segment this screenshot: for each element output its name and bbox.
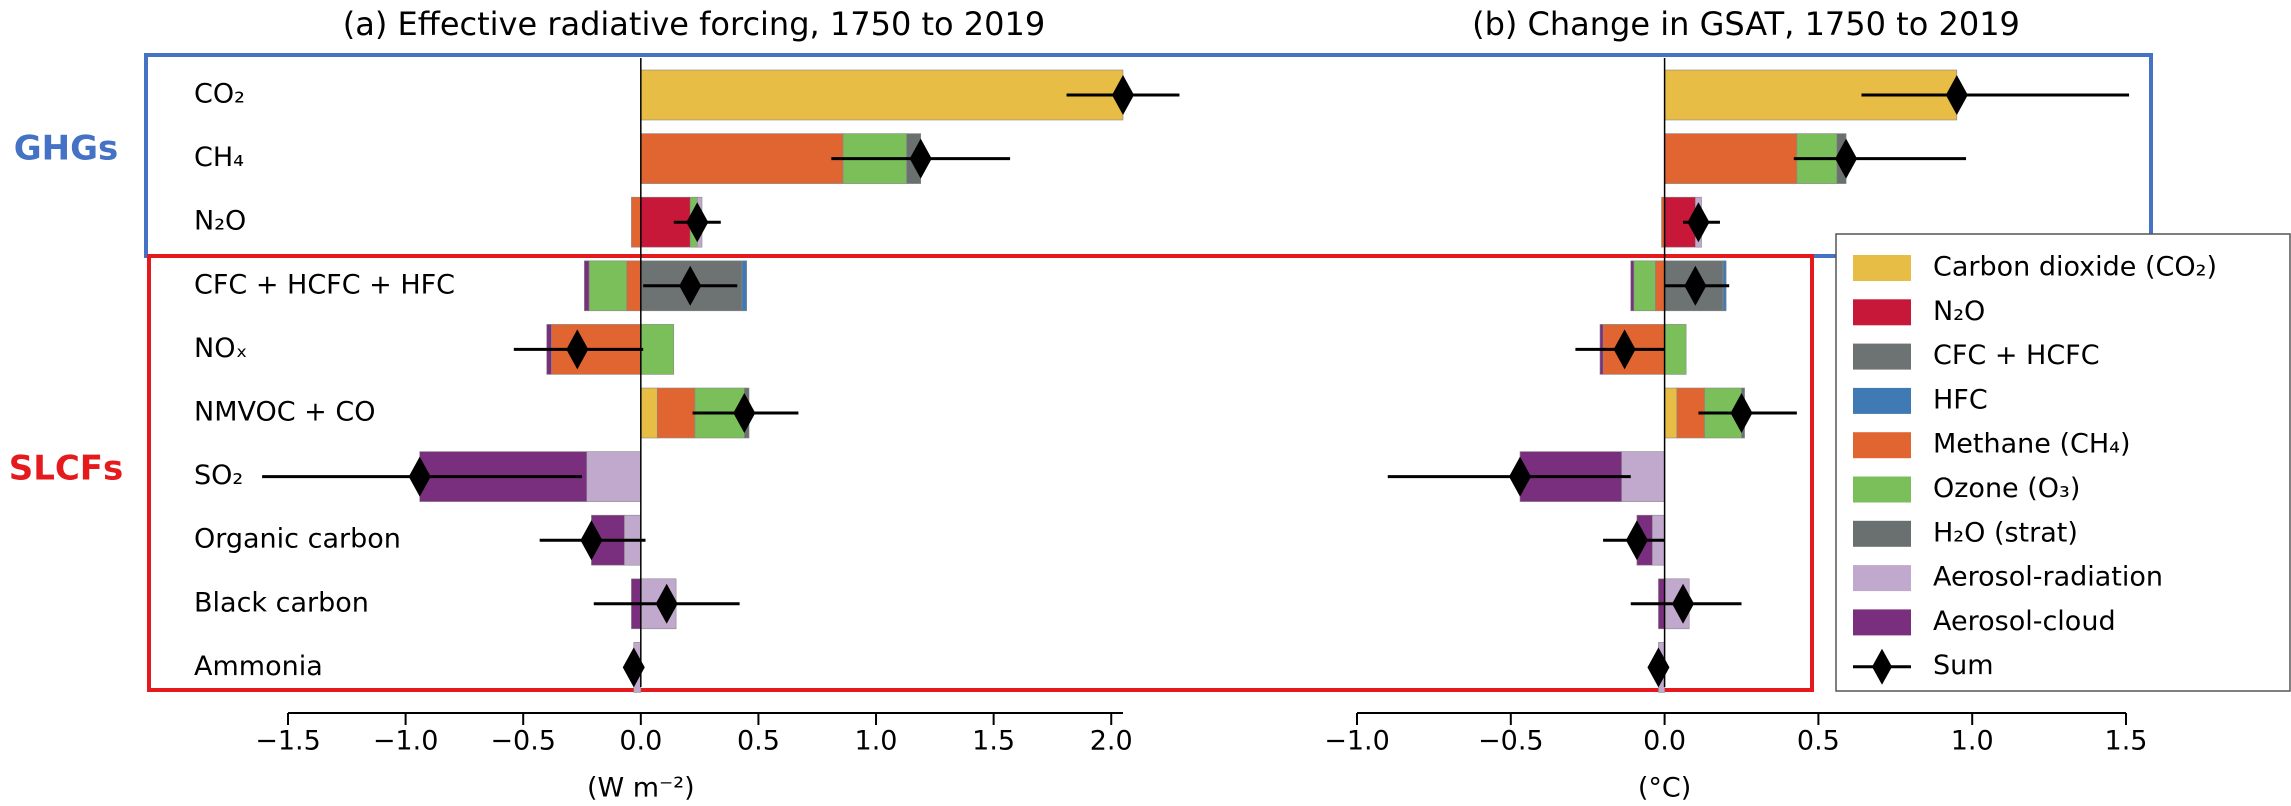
sum-marker bbox=[679, 265, 702, 306]
x-tick-label: 1.0 bbox=[1951, 726, 1994, 757]
legend-label: Ozone (O₃) bbox=[1933, 473, 2080, 504]
sum-marker bbox=[1730, 393, 1753, 433]
sum-marker bbox=[580, 520, 603, 561]
sum-marker bbox=[622, 647, 645, 688]
bar-segment bbox=[741, 260, 747, 312]
sum-marker bbox=[566, 329, 589, 370]
x-tick-label: −0.5 bbox=[1478, 726, 1544, 757]
sum-marker bbox=[686, 202, 709, 243]
x-tick-label: −1.0 bbox=[373, 726, 439, 757]
legend-sum-marker bbox=[1872, 648, 1892, 685]
sum-marker bbox=[1672, 583, 1695, 624]
bar-segment bbox=[640, 69, 1124, 121]
x-tick-label: −0.5 bbox=[490, 726, 556, 757]
bar-segment bbox=[656, 387, 696, 439]
category-label: N₂O bbox=[194, 206, 246, 237]
sum-marker bbox=[1509, 456, 1532, 497]
x-tick-label: 1.0 bbox=[855, 726, 898, 757]
chart-title: (b) Change in GSAT, 1750 to 2019 bbox=[1472, 5, 2020, 43]
legend-label: N₂O bbox=[1933, 296, 1985, 327]
chart-title: (a) Effective radiative forcing, 1750 to… bbox=[343, 5, 1045, 43]
bar-segment bbox=[586, 451, 642, 502]
legend-swatch bbox=[1853, 565, 1911, 592]
group-label: SLCFs bbox=[9, 449, 124, 489]
bar-segment bbox=[640, 324, 675, 375]
category-label: Black carbon bbox=[194, 587, 369, 618]
category-label: SO₂ bbox=[194, 460, 243, 491]
x-tick-label: 0.5 bbox=[737, 726, 780, 757]
legend-swatch bbox=[1853, 476, 1911, 503]
bar-segment bbox=[1655, 260, 1665, 312]
category-label: Ammonia bbox=[194, 651, 323, 682]
x-tick-label: 1.5 bbox=[2105, 726, 2148, 757]
legend-label: CFC + HCFC bbox=[1933, 340, 2100, 371]
bar-segment bbox=[631, 196, 642, 248]
sum-marker bbox=[909, 138, 932, 179]
category-label: CO₂ bbox=[194, 79, 245, 110]
sum-marker bbox=[1684, 265, 1707, 306]
category-label: CFC + HCFC + HFC bbox=[194, 269, 455, 300]
category-label: NMVOC + CO bbox=[194, 397, 376, 428]
sum-marker bbox=[1835, 138, 1858, 179]
x-tick-label: 2.0 bbox=[1090, 726, 1133, 757]
legend-label: Carbon dioxide (CO₂) bbox=[1933, 252, 2217, 283]
legend-swatch bbox=[1853, 343, 1911, 370]
legend-label: Aerosol-cloud bbox=[1933, 606, 2116, 637]
category-label: NOₓ bbox=[194, 333, 247, 364]
category-label: CH₄ bbox=[194, 142, 244, 173]
sum-marker bbox=[1112, 75, 1134, 115]
legend-label: Methane (CH₄) bbox=[1933, 429, 2131, 460]
bar-segment bbox=[1664, 324, 1687, 375]
x-tick-label: 0.0 bbox=[619, 726, 662, 757]
bar-segment bbox=[626, 260, 642, 312]
slcf-box bbox=[147, 254, 1814, 692]
x-tick-label: 1.5 bbox=[972, 726, 1015, 757]
bar-segment bbox=[1630, 260, 1635, 312]
legend-swatch bbox=[1853, 387, 1911, 414]
legend-swatch bbox=[1853, 432, 1911, 459]
legend-swatch bbox=[1853, 609, 1911, 636]
bar-segment bbox=[640, 133, 844, 184]
legend-label: Sum bbox=[1933, 650, 1994, 681]
bar-segment bbox=[588, 260, 628, 312]
sum-marker bbox=[655, 583, 678, 624]
bar-segment bbox=[1664, 387, 1678, 439]
bar-segment bbox=[584, 260, 590, 312]
legend-label: H₂O (strat) bbox=[1933, 517, 2078, 548]
sum-marker bbox=[1647, 647, 1670, 688]
x-tick-label: −1.5 bbox=[255, 726, 321, 757]
legend-swatch bbox=[1853, 520, 1911, 547]
sum-marker bbox=[1613, 329, 1636, 370]
sum-marker bbox=[733, 393, 756, 433]
x-axis-label: (°C) bbox=[1638, 773, 1691, 804]
x-axis-label: (W m⁻²) bbox=[587, 773, 695, 804]
sum-marker bbox=[1625, 520, 1648, 561]
legend-label: HFC bbox=[1933, 384, 1988, 415]
sum-marker bbox=[1945, 75, 1968, 115]
bar-segment bbox=[1633, 260, 1656, 312]
category-label: Organic carbon bbox=[194, 524, 401, 555]
bar-segment bbox=[1664, 133, 1798, 184]
x-tick-label: −1.0 bbox=[1324, 726, 1390, 757]
sum-marker bbox=[408, 456, 431, 497]
legend-label: Aerosol-radiation bbox=[1933, 562, 2163, 593]
x-tick-label: 0.0 bbox=[1643, 726, 1686, 757]
bar-segment bbox=[640, 387, 658, 439]
x-tick-label: 0.5 bbox=[1797, 726, 1840, 757]
legend-swatch bbox=[1853, 255, 1911, 281]
legend-swatch bbox=[1853, 299, 1911, 326]
legend bbox=[1835, 233, 2291, 692]
sum-marker bbox=[1687, 202, 1710, 243]
group-label: GHGs bbox=[14, 129, 119, 169]
